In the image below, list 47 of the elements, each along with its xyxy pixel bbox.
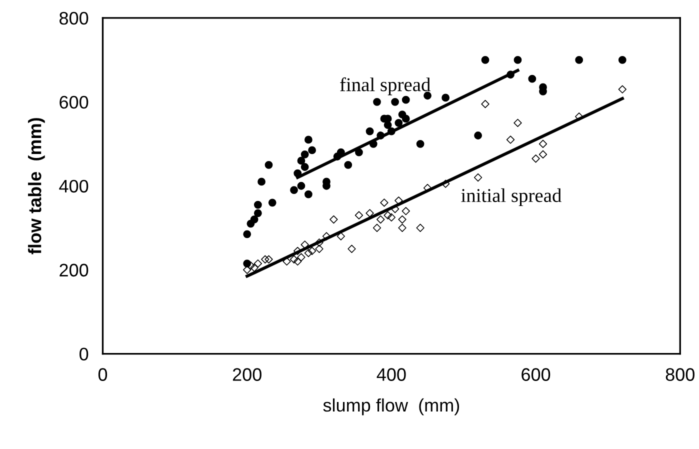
point [268, 198, 276, 207]
y-tick-label: 0 [80, 348, 88, 361]
point [575, 56, 584, 64]
point [528, 74, 536, 83]
point [474, 132, 482, 140]
y-tick-label: 400 [59, 180, 88, 193]
point [290, 186, 298, 194]
point [250, 216, 258, 224]
x-tick-label: 400 [376, 368, 406, 381]
point [308, 146, 316, 154]
annotation: final spread [340, 77, 430, 96]
point [264, 160, 273, 169]
x-tick-label: 600 [522, 368, 550, 381]
point [402, 114, 410, 123]
point [297, 156, 306, 165]
point [304, 136, 312, 144]
annotation: initial spread [461, 188, 562, 206]
point [243, 260, 252, 268]
point [618, 56, 626, 64]
point [481, 56, 490, 64]
point [355, 148, 363, 156]
point [243, 230, 252, 238]
point [394, 118, 403, 127]
x-tick-label: 800 [666, 368, 694, 381]
point [304, 190, 312, 198]
point [384, 121, 392, 129]
point [344, 160, 352, 169]
point [391, 98, 399, 106]
point [416, 140, 424, 148]
x-axis-title: slump flow (mm) [323, 398, 460, 416]
point [366, 127, 374, 136]
point [254, 200, 262, 209]
point [300, 150, 309, 158]
y-axis-title: flow table (mm) [28, 118, 45, 254]
y-tick-label: 200 [60, 264, 88, 277]
point [442, 94, 450, 102]
y-tick-label: 800 [60, 12, 88, 25]
point [258, 178, 266, 186]
y-tick-label: 600 [60, 96, 88, 109]
x-tick-label: 0 [98, 368, 108, 381]
point [514, 56, 522, 64]
point [300, 163, 309, 171]
point [402, 96, 410, 104]
point [373, 98, 381, 106]
point [254, 209, 262, 218]
x-tick-label: 200 [232, 368, 262, 381]
point [297, 182, 306, 190]
